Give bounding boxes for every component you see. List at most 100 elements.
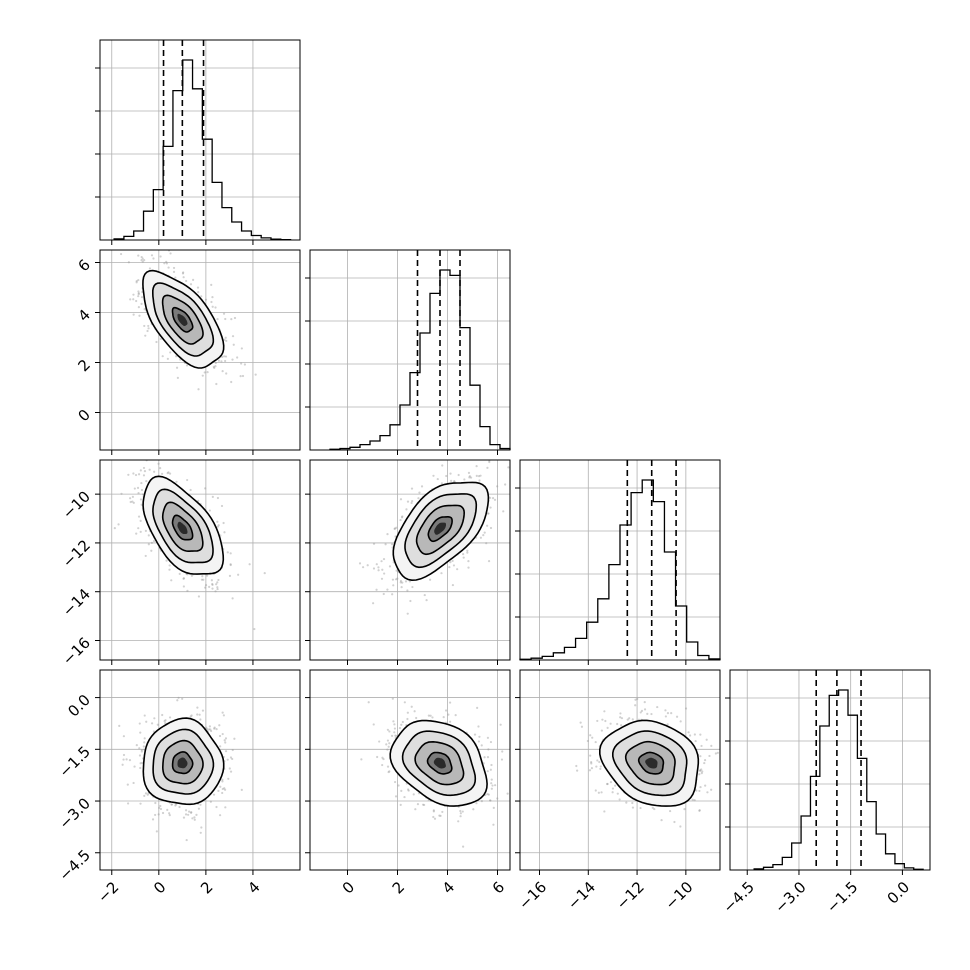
y-tick-label: −10 (59, 487, 94, 522)
sample-point (221, 778, 224, 781)
sample-point (117, 523, 120, 526)
sample-point (143, 324, 146, 328)
sample-point (670, 712, 673, 715)
scatter-panel-2-0 (95, 459, 301, 665)
sample-point (462, 553, 465, 556)
sample-point (466, 549, 469, 552)
x-tick-label: −16 (515, 878, 550, 913)
sample-point (158, 806, 161, 810)
sample-point (139, 530, 142, 533)
sample-point (147, 543, 150, 546)
sample-point (137, 306, 140, 309)
sample-point (148, 267, 152, 270)
y-tick-label: 4 (75, 306, 94, 325)
sample-point (209, 728, 212, 731)
sample-point (161, 713, 164, 717)
panel-frame (309, 249, 511, 451)
density-peak (645, 757, 658, 769)
sample-point (196, 286, 200, 289)
sample-point (144, 529, 147, 532)
sample-point (231, 597, 234, 600)
sample-point (217, 359, 221, 362)
sample-point (611, 791, 614, 794)
sample-point (218, 734, 222, 738)
sample-point (432, 810, 435, 813)
sample-point (666, 712, 670, 715)
sample-point (377, 566, 380, 569)
sample-point (204, 586, 207, 589)
sample-point (614, 784, 617, 787)
sample-point (208, 585, 211, 588)
sample-point (399, 803, 402, 807)
sample-point (170, 803, 174, 806)
sample-point (128, 759, 132, 762)
sample-point (453, 480, 456, 483)
sample-point (599, 767, 602, 770)
sample-point (483, 756, 486, 759)
sample-point (231, 748, 234, 752)
sample-point (172, 270, 176, 274)
sample-point (211, 305, 214, 308)
sample-point (468, 475, 471, 478)
sample-point (462, 556, 465, 559)
sample-point (468, 476, 471, 479)
sample-point (390, 543, 394, 546)
x-tick-label: −10 (661, 878, 696, 913)
sample-point (664, 709, 667, 712)
y-tick-label: 6 (75, 256, 94, 275)
sample-point (660, 819, 663, 822)
sample-point (699, 755, 702, 758)
sample-point (391, 578, 395, 581)
sample-point (479, 536, 482, 539)
sample-point (400, 516, 404, 519)
sample-point (616, 722, 619, 726)
sample-point (689, 734, 692, 737)
sample-point (176, 376, 179, 379)
y-tick-label: −3.0 (56, 794, 94, 832)
sample-point (140, 255, 143, 259)
sample-point (214, 306, 217, 309)
y-tick-label: −14 (59, 585, 94, 620)
sample-point (507, 466, 510, 469)
sample-point (142, 745, 145, 748)
sample-point (397, 784, 400, 787)
sample-point (197, 291, 200, 294)
panel-frame (309, 669, 511, 871)
sample-point (132, 472, 135, 475)
sample-point (143, 714, 146, 717)
contour-line (142, 475, 225, 575)
sample-point (153, 470, 156, 473)
sample-point (168, 472, 172, 475)
sample-point (456, 568, 459, 571)
sample-point (404, 580, 408, 583)
sample-point (590, 767, 594, 770)
sample-point (372, 723, 375, 726)
sample-point (698, 773, 701, 776)
sample-point (487, 793, 490, 796)
sample-point (634, 698, 637, 701)
sample-point (139, 469, 142, 472)
x-tick-label: 0.0 (884, 878, 914, 908)
sample-point (401, 720, 404, 724)
sample-point (432, 815, 435, 819)
sample-point (482, 534, 485, 537)
sample-point (207, 728, 211, 731)
sample-point (146, 793, 149, 796)
sample-point (596, 759, 599, 762)
panel-frame (519, 459, 721, 661)
sample-point (620, 717, 624, 720)
sample-point (489, 506, 492, 509)
sample-point (490, 778, 493, 781)
sample-point (137, 473, 141, 476)
sample-point (132, 298, 135, 301)
sample-point (417, 497, 420, 500)
sample-point (394, 578, 398, 581)
sample-point (147, 534, 150, 537)
sample-point (159, 255, 162, 258)
sample-point (155, 340, 158, 344)
sample-point (716, 751, 719, 754)
sample-point (625, 801, 628, 804)
sample-point (675, 715, 679, 718)
sample-point (145, 480, 148, 483)
